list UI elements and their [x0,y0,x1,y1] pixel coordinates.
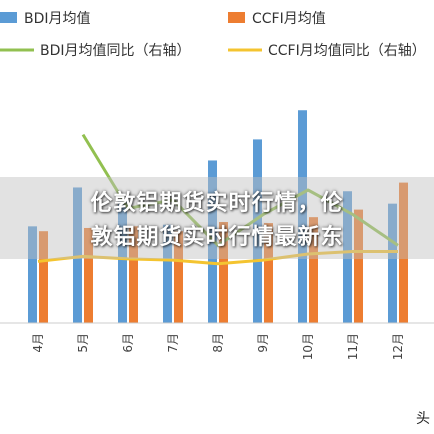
bar-1-2 [129,226,138,323]
bar-0-2 [118,200,127,323]
bar-1-4 [219,222,228,323]
x-tick-label: 7月 [166,333,180,353]
bar-0-6 [298,110,307,324]
bars-layer [28,110,408,324]
legend: BDI月均值 CCFI月均值 BDI月均值同比（右轴） CCFI月均值同比（右轴） [0,11,426,59]
x-tick-label: 8月 [211,333,225,353]
bar-0-5 [253,139,262,323]
bar-0-3 [163,224,172,323]
legend-label-2: BDI月均值同比（右轴） [40,43,191,59]
x-tick-label: 10月 [301,333,315,360]
legend-swatch-1 [228,12,245,23]
bar-1-5 [264,223,273,323]
bar-1-3 [174,231,183,323]
bar-1-0 [39,231,48,323]
legend-label-3: CCFI月均值同比（右轴） [268,43,426,59]
bar-0-1 [73,187,82,323]
series-line-1 [37,250,398,266]
series-line-0 [81,133,399,247]
watermark-banner: 伦敦铝期货实时行情，伦 敦铝期货实时行情最新东 [0,177,434,259]
banner-line-1: 伦敦铝期货实时行情，伦 [90,191,344,216]
legend-swatch-0 [0,12,17,23]
x-tick-label: 9月 [256,333,270,353]
x-tick-label: 11月 [346,333,360,360]
lines-layer [37,133,399,266]
x-tick-labels: 4月 5月 6月 7月 8月 9月 10月 11月 12月 [31,333,405,360]
bar-0-8 [388,203,397,323]
bar-1-1 [84,227,93,323]
x-tick-label: 5月 [76,333,90,353]
bar-1-6 [309,217,318,323]
bar-1-8 [399,182,408,323]
x-tick-label: 6月 [121,333,135,353]
x-tick-label: 12月 [391,333,405,360]
bar-0-0 [28,226,37,323]
legend-label-0: BDI月均值 [24,11,91,27]
banner-line-2: 敦铝期货实时行情最新东 [90,225,344,250]
bar-1-7 [354,209,363,323]
x-tick-label: 4月 [31,333,45,353]
corner-brand-text: 头 [416,411,430,427]
bar-0-7 [343,191,352,323]
legend-label-1: CCFI月均值 [252,11,326,27]
